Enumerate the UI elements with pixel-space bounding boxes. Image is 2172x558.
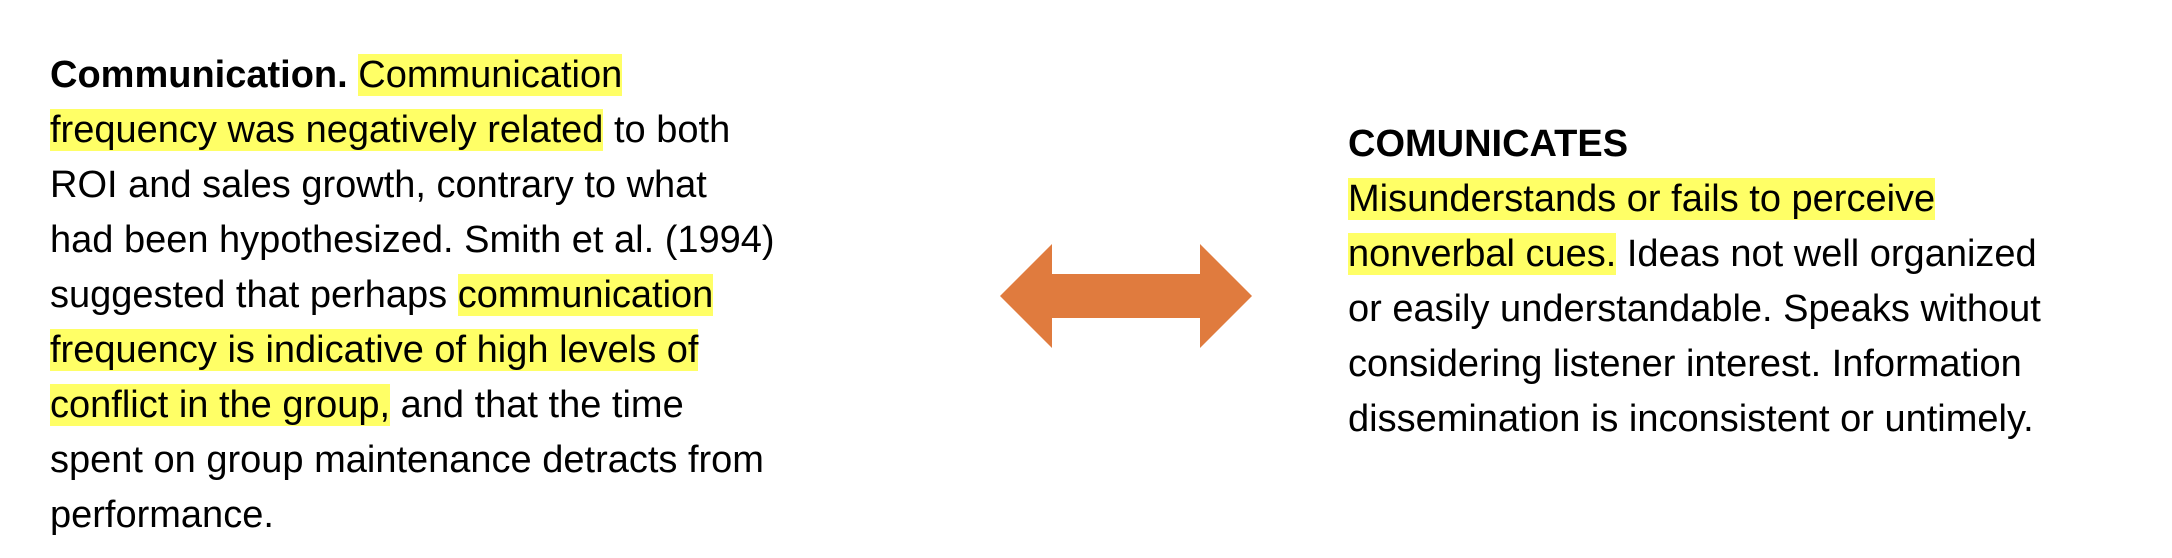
right-line-3: or easily understandable. Speaks without (1348, 282, 2148, 337)
left-line-8: spent on group maintenance detracts from (50, 433, 880, 488)
right-text-block: COMUNICATES Misunderstands or fails to p… (1348, 117, 2148, 447)
left-line-9: performance. (50, 488, 880, 543)
right-line-3-text: or easily understandable. Speaks without (1348, 288, 2041, 330)
left-line-7-text: and that the time (390, 384, 684, 426)
left-line-2-text: to both (603, 109, 731, 151)
right-line-4-text: considering listener interest. Informati… (1348, 343, 2022, 385)
left-line-4-text: had been hypothesized. Smith et al. (199… (50, 219, 775, 261)
left-line-6-highlight: frequency is indicative of high levels o… (50, 329, 699, 371)
left-line-8-text: spent on group maintenance detracts from (50, 439, 764, 481)
right-line-5: dissemination is inconsistent or untimel… (1348, 392, 2148, 447)
left-line-5-highlight: communication (457, 274, 714, 316)
right-heading: COMUNICATES (1348, 123, 1629, 165)
right-line-2: nonverbal cues. Ideas not well organized (1348, 227, 2148, 282)
left-line-7: conflict in the group, and that the time (50, 378, 880, 433)
right-line-5-text: dissemination is inconsistent or untimel… (1348, 398, 2034, 440)
double-arrow-shape (1000, 244, 1252, 348)
left-text-block: Communication. Communication frequency w… (50, 48, 880, 543)
left-line-4: had been hypothesized. Smith et al. (199… (50, 213, 880, 268)
left-line-3: ROI and sales growth, contrary to what (50, 158, 880, 213)
left-line-9-text: performance. (50, 494, 274, 536)
right-line-2-highlight: nonverbal cues. (1348, 233, 1617, 275)
left-line-5-text: suggested that perhaps (50, 274, 458, 316)
right-line-2-text: Ideas not well organized (1616, 233, 2037, 275)
left-line-7-highlight: conflict in the group, (50, 384, 391, 426)
left-line-3-text: ROI and sales growth, contrary to what (50, 164, 707, 206)
left-line-1-highlight: Communication (358, 54, 623, 96)
right-line-1: Misunderstands or fails to perceive (1348, 172, 2148, 227)
left-line-5: suggested that perhaps communication (50, 268, 880, 323)
left-line-6: frequency is indicative of high levels o… (50, 323, 880, 378)
left-line-2: frequency was negatively related to both (50, 103, 880, 158)
left-line-2-highlight: frequency was negatively related (50, 109, 604, 151)
double-arrow-icon (1000, 244, 1252, 348)
left-heading: Communication. (50, 54, 348, 96)
left-line-1: Communication. Communication (50, 48, 880, 103)
right-line-1-highlight: Misunderstands or fails to perceive (1348, 178, 1936, 220)
double-arrow-fill (1000, 244, 1252, 348)
right-line-4: considering listener interest. Informati… (1348, 337, 2148, 392)
